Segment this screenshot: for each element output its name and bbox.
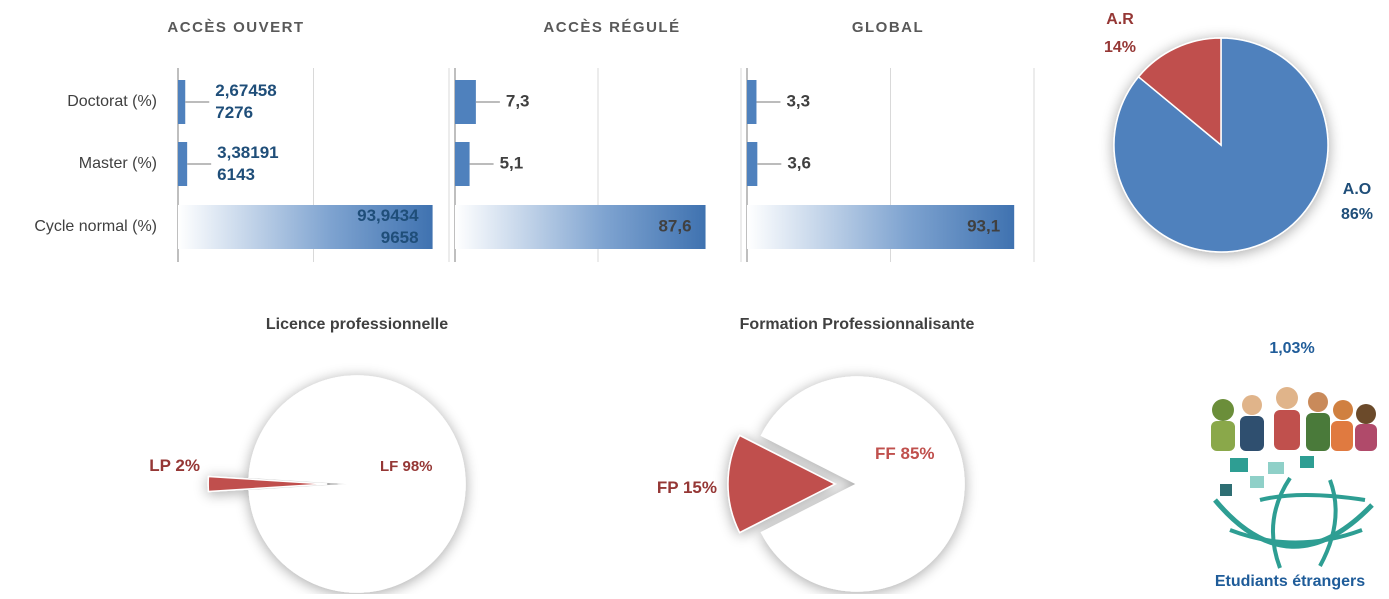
value-label-line: 3,38191 (217, 143, 278, 162)
pie (728, 377, 964, 591)
value-label: 2,67458 7276 (215, 81, 276, 122)
bar (747, 80, 756, 124)
chart-title: ACCÈS RÉGULÉ (543, 19, 680, 36)
category-label: Doctorat (%) (67, 93, 157, 110)
slice-value: 15% (683, 478, 717, 497)
category-label: Master (%) (79, 155, 157, 172)
value-label: 5,1 (500, 153, 524, 172)
slice-category: FP (657, 478, 678, 497)
value-label: 3,38191 6143 (217, 143, 278, 184)
slice-value: 14% (1104, 39, 1136, 56)
dashboard: 1,03% Etudiants étrangers ACCÈS OUVERT Do… (0, 0, 1389, 594)
students-caption: Etudiants étrangers (1215, 573, 1365, 590)
value-label-line: 9658 (381, 228, 419, 247)
value-label: 7,3 (506, 91, 530, 110)
slice-category: LP (149, 456, 170, 475)
slice-label: LF 98% (380, 458, 433, 475)
value-label-line: 2,67458 (215, 81, 276, 100)
category-label: Cycle normal (%) (34, 218, 157, 235)
slice-category: LF (380, 458, 398, 475)
value-label: 93,1 (967, 216, 1000, 235)
bar (178, 142, 187, 186)
slice-value: 85% (901, 444, 935, 463)
bar (178, 80, 185, 124)
value-label-line: 93,9434 (357, 206, 419, 225)
slice-category: A.R (1106, 11, 1134, 28)
slice-category: FF (875, 444, 896, 463)
value-label-line: 7276 (215, 103, 253, 122)
slice-value: 86% (1341, 206, 1373, 223)
students-value: 1,03% (1269, 340, 1314, 357)
slice-label: LP 2% (149, 456, 200, 475)
pie (208, 376, 465, 592)
chart-title: ACCÈS OUVERT (167, 19, 304, 36)
value-label-line: 6143 (217, 165, 255, 184)
slice-value: 98% (403, 458, 433, 475)
pie (1114, 38, 1328, 252)
slice-value: 2% (175, 456, 200, 475)
slice-label: FF 85% (875, 444, 935, 463)
chart-title: GLOBAL (852, 19, 924, 36)
value-label: 87,6 (658, 216, 691, 235)
slice-category: A.O (1343, 181, 1371, 198)
chart-title: Formation Professionnalisante (740, 316, 975, 333)
students-illustration (1211, 387, 1377, 568)
value-label: 3,6 (787, 153, 811, 172)
bar (455, 80, 476, 124)
slice-label: FP 15% (657, 478, 717, 497)
bar (455, 142, 470, 186)
chart-title: Licence professionnelle (266, 316, 448, 333)
value-label: 3,3 (786, 91, 810, 110)
bar (747, 142, 757, 186)
